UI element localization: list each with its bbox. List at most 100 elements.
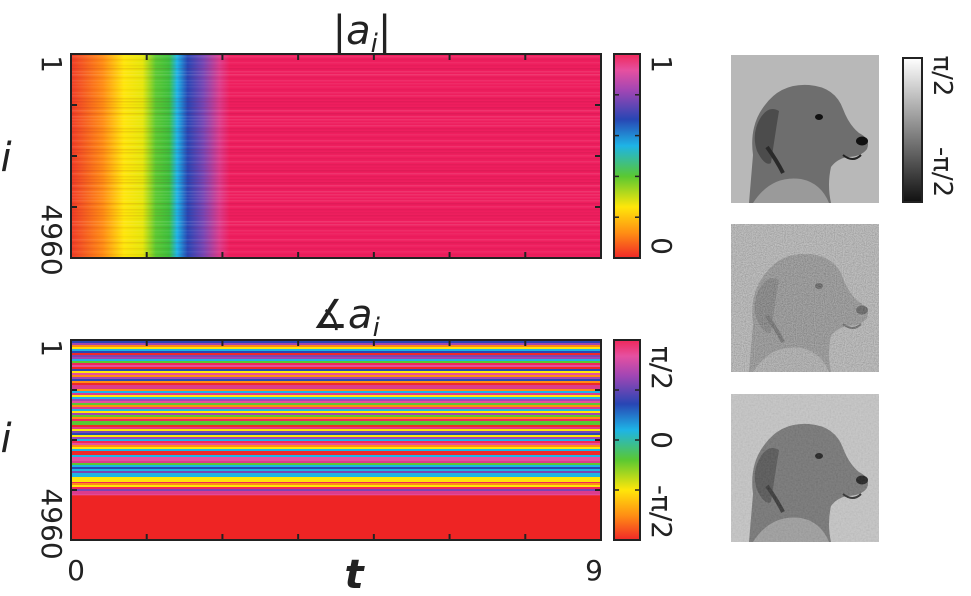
phase-row (71, 431, 601, 433)
magnitude-stripe (71, 128, 601, 130)
magnitude-stripe (71, 254, 601, 256)
phase-row (71, 371, 601, 373)
magnitude-stripe (71, 101, 601, 103)
magnitude-stripe (71, 140, 601, 142)
magnitude-stripe (71, 65, 601, 67)
magnitude-stripe (71, 251, 601, 253)
magnitude-stripe (71, 188, 601, 190)
gray-colorbar (902, 57, 923, 203)
phase-row (71, 475, 601, 477)
phase-row (71, 487, 601, 489)
magnitude-stripe (71, 161, 601, 163)
magnitude-stripe (71, 131, 601, 133)
phase-row (71, 341, 601, 343)
phase-row (71, 383, 601, 385)
magnitude-stripe (71, 173, 601, 175)
gray-colorbar-group: π/2 -π/2 (902, 56, 957, 203)
phase-row (71, 385, 601, 387)
magnitude-stripe (71, 125, 601, 127)
phase-row (71, 355, 601, 357)
magnitude-stripe (71, 134, 601, 136)
phase-row (71, 465, 601, 467)
phase-row (71, 365, 601, 367)
phase-row (71, 457, 601, 459)
magnitude-stripe (71, 149, 601, 151)
phase-row (71, 409, 601, 411)
magnitude-stripe (71, 191, 601, 193)
magnitude-stripe (71, 245, 601, 247)
phase-colorbar-top-label: π/2 (645, 346, 678, 390)
phase-row (71, 349, 601, 351)
magnitude-stripe (71, 206, 601, 208)
magnitude-stripe (71, 158, 601, 160)
magnitude-stripe (71, 113, 601, 115)
magnitude-stripe (71, 200, 601, 202)
magnitude-stripe (71, 185, 601, 187)
dog-photo-recovered (731, 394, 879, 544)
magnitude-stripe (71, 62, 601, 64)
magnitude-stripe (71, 176, 601, 178)
magnitude-ytick-last: 4960 (35, 204, 68, 275)
phase-row (71, 485, 601, 487)
phase-row (71, 473, 601, 475)
magnitude-stripe (71, 143, 601, 145)
xlabel: t (344, 552, 365, 596)
magnitude-stripe (71, 170, 601, 172)
phase-row (71, 393, 601, 395)
phase-row (71, 423, 601, 425)
magnitude-ylabel: i (0, 135, 11, 181)
magnitude-stripe (71, 239, 601, 241)
phase-row (71, 407, 601, 409)
magnitude-title: |ai| (333, 8, 392, 59)
magnitude-stripe (71, 242, 601, 244)
gray-colorbar-bottom-label: -π/2 (927, 147, 957, 197)
magnitude-stripe (71, 194, 601, 196)
phase-row (71, 345, 601, 347)
phase-row (71, 489, 601, 491)
phase-row (71, 351, 601, 353)
phase-row (71, 363, 601, 365)
phase-row (71, 391, 601, 393)
magnitude-stripe (71, 77, 601, 79)
xtick-end: 9 (585, 554, 603, 587)
phase-row (71, 427, 601, 429)
magnitude-stripe (71, 104, 601, 106)
phase-row (71, 413, 601, 415)
phase-row (71, 387, 601, 389)
magnitude-stripe (71, 56, 601, 58)
phase-row (71, 395, 601, 397)
phase-ytick-last: 4960 (35, 488, 68, 559)
phase-row (71, 397, 601, 399)
phase-row (71, 453, 601, 455)
phase-row (71, 429, 601, 431)
phase-heatmap (71, 340, 601, 540)
gray-colorbar-top-label: π/2 (927, 56, 957, 97)
magnitude-stripe (71, 212, 601, 214)
phase-row (71, 477, 601, 479)
magnitude-colorbar-top-label: 1 (645, 55, 678, 73)
magnitude-stripe (71, 95, 601, 97)
magnitude-stripe (71, 233, 601, 235)
phase-row (71, 483, 601, 485)
magnitude-stripe (71, 116, 601, 118)
magnitude-stripe (71, 224, 601, 226)
phase-row (71, 377, 601, 379)
phase-row (71, 437, 601, 439)
magnitude-stripe (71, 197, 601, 199)
magnitude-stripe (71, 74, 601, 76)
phase-row (71, 403, 601, 405)
phase-ytick-first: 1 (35, 339, 68, 357)
phase-row (71, 401, 601, 403)
phase-row (71, 419, 601, 421)
magnitude-stripe (71, 59, 601, 61)
magnitude-stripe (71, 179, 601, 181)
phase-row (71, 459, 601, 461)
magnitude-stripe (71, 155, 601, 157)
phase-row (71, 389, 601, 391)
phase-row (71, 445, 601, 447)
phase-ticks (70, 339, 602, 541)
phase-row (71, 369, 601, 371)
magnitude-heatmap-stripes (71, 56, 601, 259)
phase-row (71, 494, 601, 496)
magnitude-stripe (71, 209, 601, 211)
